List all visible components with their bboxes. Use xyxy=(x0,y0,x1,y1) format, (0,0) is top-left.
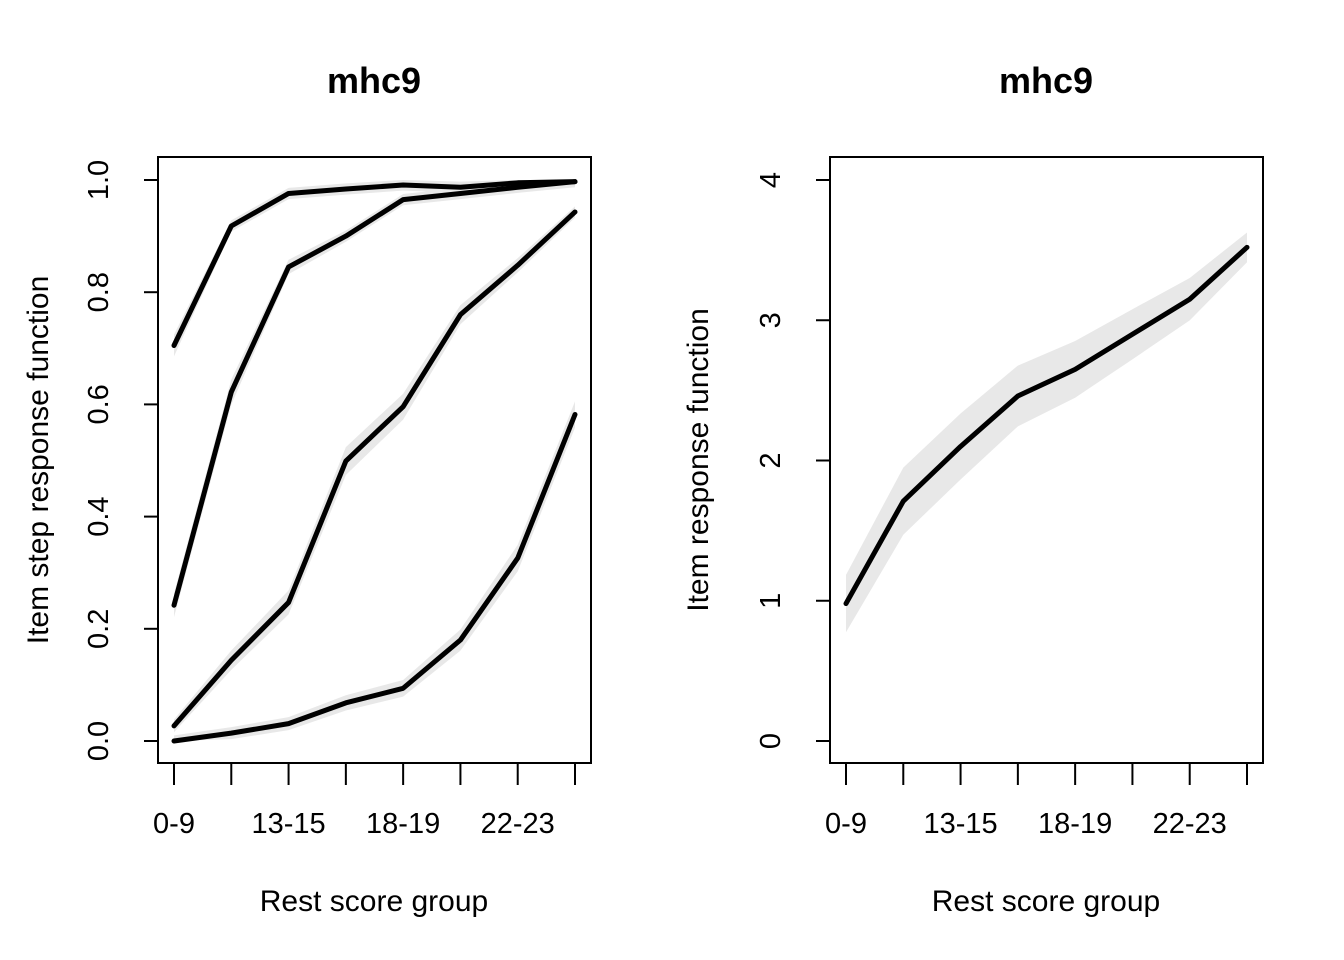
right-series-lines xyxy=(843,244,1250,607)
left-x-axis-label: Rest score group xyxy=(260,885,488,918)
right-chart-title: mhc9 xyxy=(999,60,1093,101)
y-tick-label: 0.2 xyxy=(83,609,115,649)
left-x-axis: 0-9 13-15 18-19 22-23 xyxy=(153,762,576,840)
x-tick-label: 22-23 xyxy=(1153,808,1227,840)
right-plot-frame xyxy=(829,156,1264,764)
y-tick-label: 1 xyxy=(755,593,787,609)
x-tick-label: 22-23 xyxy=(481,808,555,840)
y-tick-label: 0.4 xyxy=(83,496,115,536)
right-panel: mhc9 Item response function Rest score g… xyxy=(682,60,1264,918)
y-tick-label: 0.0 xyxy=(83,721,115,761)
right-x-axis-label: Rest score group xyxy=(932,885,1160,918)
y-tick-label: 2 xyxy=(755,452,787,468)
y-tick-label: 3 xyxy=(755,312,787,328)
confidence-band xyxy=(846,232,1247,633)
right-y-axis-label: Item response function xyxy=(682,308,715,612)
left-y-axis-label: Item step response function xyxy=(22,276,55,645)
confidence-band xyxy=(174,206,575,733)
left-y-axis: 0.0 0.2 0.4 0.6 0.8 1.0 xyxy=(83,160,158,761)
y-tick-label: 0.6 xyxy=(83,384,115,424)
right-y-axis: 0 1 2 3 4 xyxy=(755,172,830,749)
left-chart-title: mhc9 xyxy=(327,60,421,101)
right-confidence-bands xyxy=(846,232,1247,633)
confidence-band xyxy=(174,401,575,741)
x-tick-label: 0-9 xyxy=(825,808,867,840)
y-tick-label: 1.0 xyxy=(83,160,115,200)
x-tick-label: 18-19 xyxy=(1038,808,1112,840)
left-panel: mhc9 Item step response function Rest sc… xyxy=(22,60,592,918)
y-tick-label: 4 xyxy=(755,172,787,188)
x-tick-label: 18-19 xyxy=(366,808,440,840)
y-tick-label: 0 xyxy=(755,733,787,749)
series-line xyxy=(171,179,578,348)
y-tick-label: 0.8 xyxy=(83,272,115,312)
left-series-lines xyxy=(171,179,578,744)
x-tick-label: 13-15 xyxy=(251,808,325,840)
right-x-axis: 0-9 13-15 18-19 22-23 xyxy=(825,762,1248,840)
series-line xyxy=(171,209,578,729)
x-tick-label: 13-15 xyxy=(923,808,997,840)
series-line xyxy=(843,244,1250,607)
series-line xyxy=(171,179,578,608)
x-tick-label: 0-9 xyxy=(153,808,195,840)
series-line xyxy=(171,411,578,744)
